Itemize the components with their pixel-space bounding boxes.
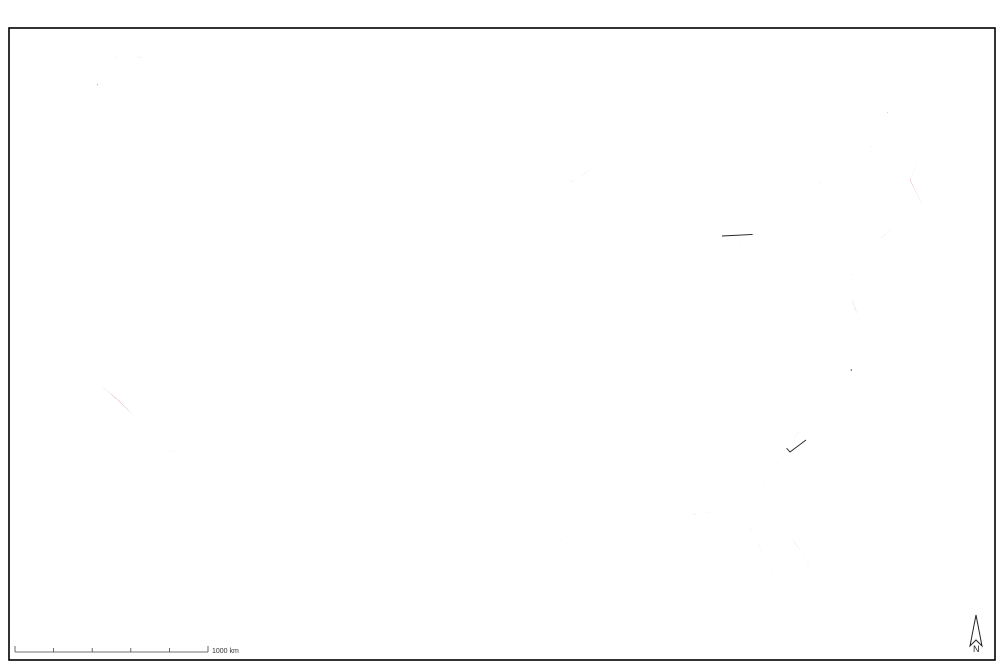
us-point-map: 1000 km N [8, 27, 996, 661]
map-frame: 1000 km N [8, 27, 996, 661]
